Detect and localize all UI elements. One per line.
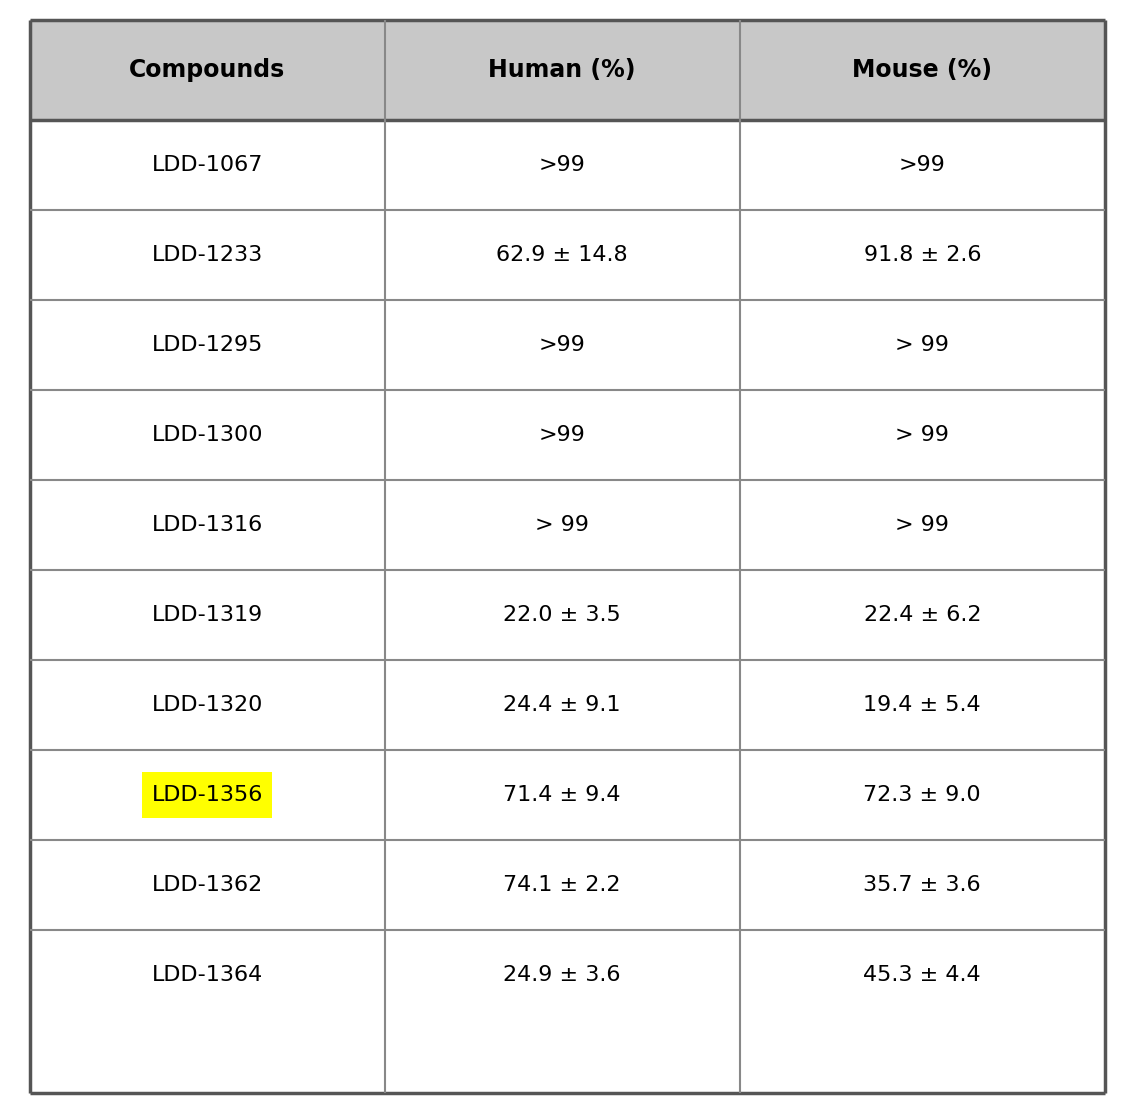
Text: > 99: > 99 <box>535 515 589 535</box>
Text: 24.9 ± 3.6: 24.9 ± 3.6 <box>504 965 621 985</box>
Text: 22.4 ± 6.2: 22.4 ± 6.2 <box>864 605 981 626</box>
Bar <box>30 210 385 301</box>
Bar <box>740 301 1105 390</box>
Bar <box>385 390 740 480</box>
Text: 72.3 ± 9.0: 72.3 ± 9.0 <box>864 785 981 805</box>
Text: Mouse (%): Mouse (%) <box>852 58 992 82</box>
Text: LDD-1364: LDD-1364 <box>152 965 263 985</box>
Text: 91.8 ± 2.6: 91.8 ± 2.6 <box>864 245 981 265</box>
Text: > 99: > 99 <box>896 515 949 535</box>
Text: >99: >99 <box>539 425 586 445</box>
Bar <box>385 840 740 930</box>
Bar <box>30 301 385 390</box>
Text: LDD-1316: LDD-1316 <box>152 515 263 535</box>
Bar <box>740 120 1105 210</box>
Bar <box>385 660 740 750</box>
Text: LDD-1295: LDD-1295 <box>152 335 263 355</box>
Bar <box>385 20 740 120</box>
Text: LDD-1356: LDD-1356 <box>152 785 263 805</box>
Bar <box>740 660 1105 750</box>
Text: 62.9 ± 14.8: 62.9 ± 14.8 <box>496 245 628 265</box>
Bar <box>142 771 272 818</box>
Text: LDD-1300: LDD-1300 <box>152 425 263 445</box>
Text: LDD-1320: LDD-1320 <box>152 695 263 715</box>
Text: >99: >99 <box>539 155 586 175</box>
Text: Compounds: Compounds <box>129 58 286 82</box>
Bar <box>385 750 740 840</box>
Bar <box>740 20 1105 120</box>
Text: LDD-1067: LDD-1067 <box>152 155 263 175</box>
Bar <box>385 930 740 1020</box>
Text: LDD-1233: LDD-1233 <box>152 245 263 265</box>
Text: 19.4 ± 5.4: 19.4 ± 5.4 <box>864 695 981 715</box>
Bar <box>30 480 385 570</box>
Text: 35.7 ± 3.6: 35.7 ± 3.6 <box>864 875 981 895</box>
Bar <box>30 20 385 120</box>
Text: 71.4 ± 9.4: 71.4 ± 9.4 <box>504 785 621 805</box>
Bar <box>740 750 1105 840</box>
Bar <box>385 210 740 301</box>
Bar <box>385 120 740 210</box>
Text: 22.0 ± 3.5: 22.0 ± 3.5 <box>503 605 621 626</box>
Bar <box>740 390 1105 480</box>
Bar <box>740 210 1105 301</box>
Text: > 99: > 99 <box>896 335 949 355</box>
Bar <box>385 570 740 660</box>
Bar <box>30 570 385 660</box>
Text: Human (%): Human (%) <box>488 58 636 82</box>
Bar <box>740 930 1105 1020</box>
Bar <box>385 301 740 390</box>
Text: 24.4 ± 9.1: 24.4 ± 9.1 <box>504 695 621 715</box>
Bar <box>30 930 385 1020</box>
Text: 45.3 ± 4.4: 45.3 ± 4.4 <box>864 965 981 985</box>
Text: >99: >99 <box>899 155 945 175</box>
Bar <box>30 120 385 210</box>
Bar <box>30 750 385 840</box>
Bar <box>30 390 385 480</box>
Text: >99: >99 <box>539 335 586 355</box>
Bar <box>385 480 740 570</box>
Text: LDD-1319: LDD-1319 <box>152 605 263 626</box>
Bar <box>30 840 385 930</box>
Bar <box>30 660 385 750</box>
Text: > 99: > 99 <box>896 425 949 445</box>
Bar <box>740 840 1105 930</box>
Text: LDD-1362: LDD-1362 <box>152 875 263 895</box>
Text: 74.1 ± 2.2: 74.1 ± 2.2 <box>504 875 621 895</box>
Bar <box>740 570 1105 660</box>
Bar <box>740 480 1105 570</box>
